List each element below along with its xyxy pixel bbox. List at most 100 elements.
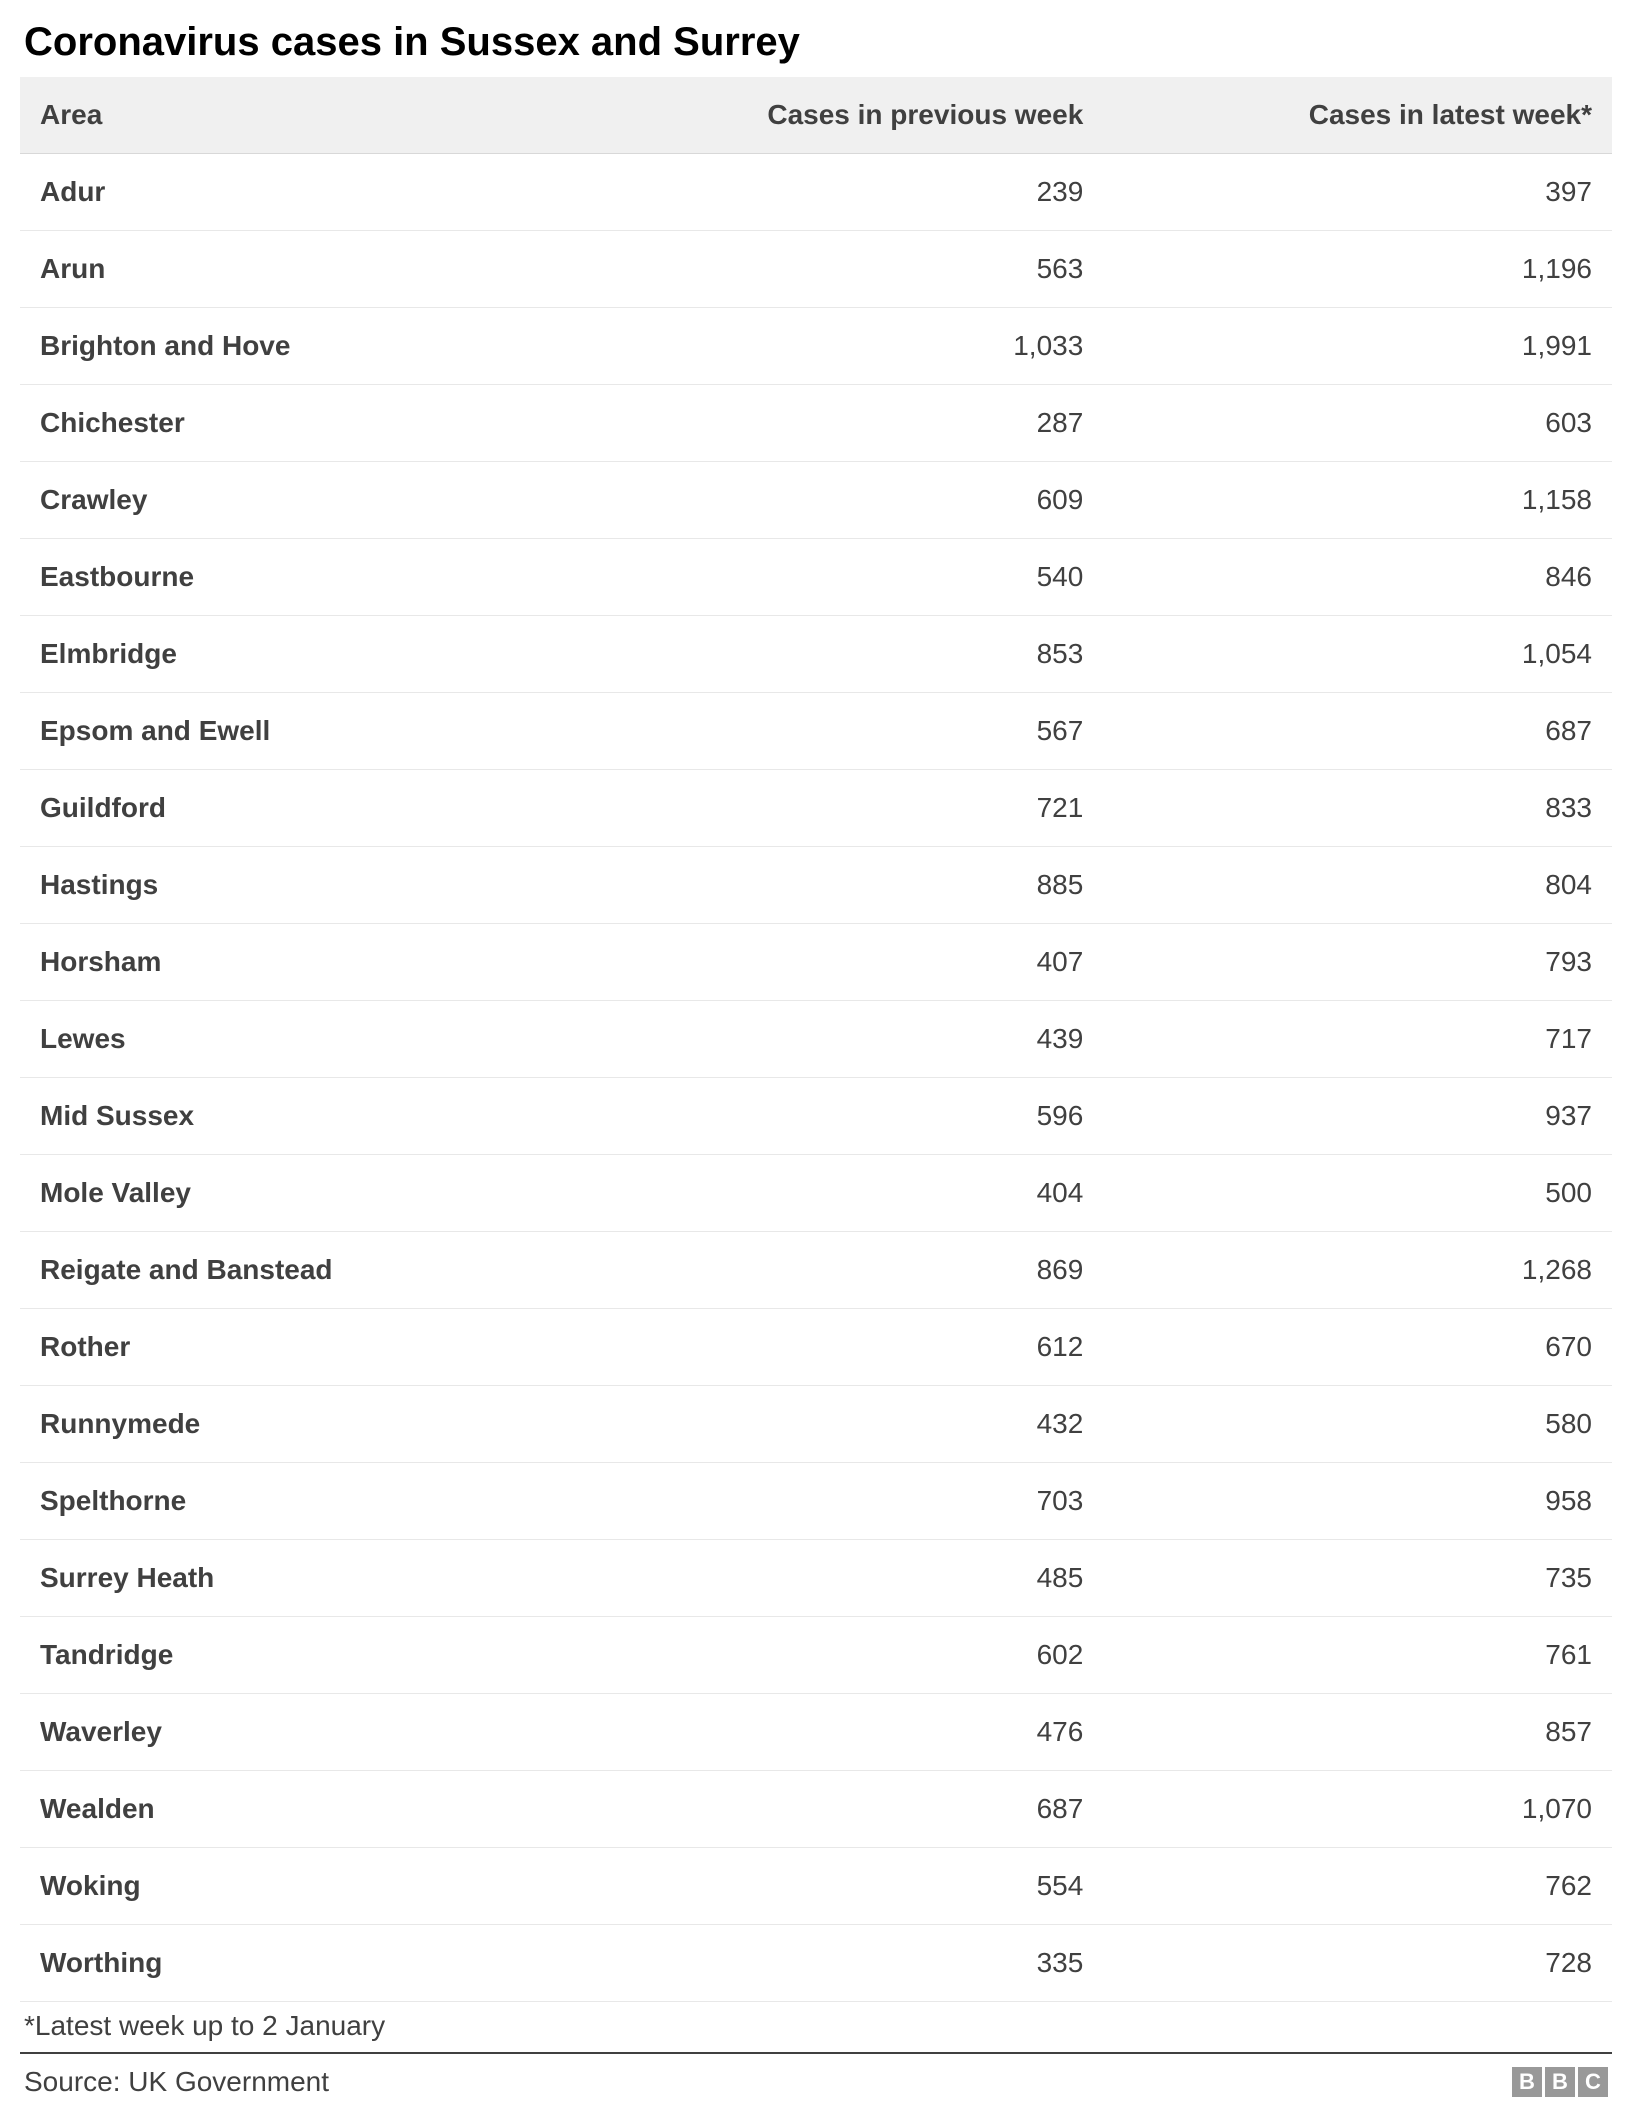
area-cell: Arun (20, 231, 543, 308)
table-row: Hastings885804 (20, 847, 1612, 924)
area-cell: Woking (20, 1848, 543, 1925)
previous-week-cell: 703 (543, 1463, 1103, 1540)
area-cell: Spelthorne (20, 1463, 543, 1540)
previous-week-cell: 485 (543, 1540, 1103, 1617)
table-row: Spelthorne703958 (20, 1463, 1612, 1540)
previous-week-cell: 721 (543, 770, 1103, 847)
latest-week-cell: 397 (1103, 154, 1612, 231)
previous-week-cell: 407 (543, 924, 1103, 1001)
latest-week-cell: 717 (1103, 1001, 1612, 1078)
column-header-previous: Cases in previous week (543, 77, 1103, 154)
area-cell: Mid Sussex (20, 1078, 543, 1155)
area-cell: Wealden (20, 1771, 543, 1848)
table-row: Brighton and Hove1,0331,991 (20, 308, 1612, 385)
previous-week-cell: 612 (543, 1309, 1103, 1386)
table-row: Rother612670 (20, 1309, 1612, 1386)
area-cell: Epsom and Ewell (20, 693, 543, 770)
column-header-latest: Cases in latest week* (1103, 77, 1612, 154)
data-table: Area Cases in previous week Cases in lat… (20, 77, 1612, 2002)
table-row: Horsham407793 (20, 924, 1612, 1001)
latest-week-cell: 603 (1103, 385, 1612, 462)
area-cell: Elmbridge (20, 616, 543, 693)
previous-week-cell: 476 (543, 1694, 1103, 1771)
latest-week-cell: 1,196 (1103, 231, 1612, 308)
previous-week-cell: 567 (543, 693, 1103, 770)
area-cell: Lewes (20, 1001, 543, 1078)
bbc-logo-letter: B (1545, 2067, 1575, 2097)
previous-week-cell: 1,033 (543, 308, 1103, 385)
table-row: Tandridge602761 (20, 1617, 1612, 1694)
latest-week-cell: 1,070 (1103, 1771, 1612, 1848)
latest-week-cell: 762 (1103, 1848, 1612, 1925)
previous-week-cell: 869 (543, 1232, 1103, 1309)
area-cell: Tandridge (20, 1617, 543, 1694)
previous-week-cell: 432 (543, 1386, 1103, 1463)
area-cell: Horsham (20, 924, 543, 1001)
table-row: Chichester287603 (20, 385, 1612, 462)
area-cell: Chichester (20, 385, 543, 462)
table-row: Mid Sussex596937 (20, 1078, 1612, 1155)
latest-week-cell: 670 (1103, 1309, 1612, 1386)
previous-week-cell: 554 (543, 1848, 1103, 1925)
previous-week-cell: 287 (543, 385, 1103, 462)
bbc-logo-letter: B (1512, 2067, 1542, 2097)
latest-week-cell: 1,158 (1103, 462, 1612, 539)
previous-week-cell: 404 (543, 1155, 1103, 1232)
area-cell: Brighton and Hove (20, 308, 543, 385)
area-cell: Guildford (20, 770, 543, 847)
previous-week-cell: 439 (543, 1001, 1103, 1078)
area-cell: Rother (20, 1309, 543, 1386)
latest-week-cell: 580 (1103, 1386, 1612, 1463)
area-cell: Reigate and Banstead (20, 1232, 543, 1309)
table-row: Woking554762 (20, 1848, 1612, 1925)
table-container: Coronavirus cases in Sussex and Surrey A… (20, 20, 1612, 2098)
previous-week-cell: 239 (543, 154, 1103, 231)
previous-week-cell: 563 (543, 231, 1103, 308)
latest-week-cell: 846 (1103, 539, 1612, 616)
latest-week-cell: 687 (1103, 693, 1612, 770)
table-row: Lewes439717 (20, 1001, 1612, 1078)
area-cell: Hastings (20, 847, 543, 924)
previous-week-cell: 335 (543, 1925, 1103, 2002)
previous-week-cell: 540 (543, 539, 1103, 616)
table-row: Mole Valley404500 (20, 1155, 1612, 1232)
table-row: Worthing335728 (20, 1925, 1612, 2002)
table-row: Crawley6091,158 (20, 462, 1612, 539)
area-cell: Crawley (20, 462, 543, 539)
table-row: Reigate and Banstead8691,268 (20, 1232, 1612, 1309)
bbc-logo-letter: C (1578, 2067, 1608, 2097)
table-row: Guildford721833 (20, 770, 1612, 847)
table-row: Elmbridge8531,054 (20, 616, 1612, 693)
page-title: Coronavirus cases in Sussex and Surrey (20, 20, 1612, 65)
previous-week-cell: 885 (543, 847, 1103, 924)
latest-week-cell: 761 (1103, 1617, 1612, 1694)
area-cell: Surrey Heath (20, 1540, 543, 1617)
source-text: Source: UK Government (24, 2066, 329, 2098)
previous-week-cell: 687 (543, 1771, 1103, 1848)
latest-week-cell: 1,268 (1103, 1232, 1612, 1309)
column-header-area: Area (20, 77, 543, 154)
previous-week-cell: 602 (543, 1617, 1103, 1694)
footer: Source: UK Government B B C (20, 2054, 1612, 2098)
latest-week-cell: 804 (1103, 847, 1612, 924)
area-cell: Adur (20, 154, 543, 231)
table-header: Area Cases in previous week Cases in lat… (20, 77, 1612, 154)
latest-week-cell: 1,991 (1103, 308, 1612, 385)
area-cell: Worthing (20, 1925, 543, 2002)
latest-week-cell: 793 (1103, 924, 1612, 1001)
bbc-logo: B B C (1512, 2067, 1608, 2097)
latest-week-cell: 937 (1103, 1078, 1612, 1155)
previous-week-cell: 853 (543, 616, 1103, 693)
table-row: Surrey Heath485735 (20, 1540, 1612, 1617)
latest-week-cell: 833 (1103, 770, 1612, 847)
latest-week-cell: 500 (1103, 1155, 1612, 1232)
latest-week-cell: 1,054 (1103, 616, 1612, 693)
table-row: Waverley476857 (20, 1694, 1612, 1771)
footnote: *Latest week up to 2 January (20, 2002, 1612, 2054)
table-body: Adur239397Arun5631,196Brighton and Hove1… (20, 154, 1612, 2002)
previous-week-cell: 609 (543, 462, 1103, 539)
latest-week-cell: 735 (1103, 1540, 1612, 1617)
previous-week-cell: 596 (543, 1078, 1103, 1155)
table-row: Eastbourne540846 (20, 539, 1612, 616)
table-row: Arun5631,196 (20, 231, 1612, 308)
